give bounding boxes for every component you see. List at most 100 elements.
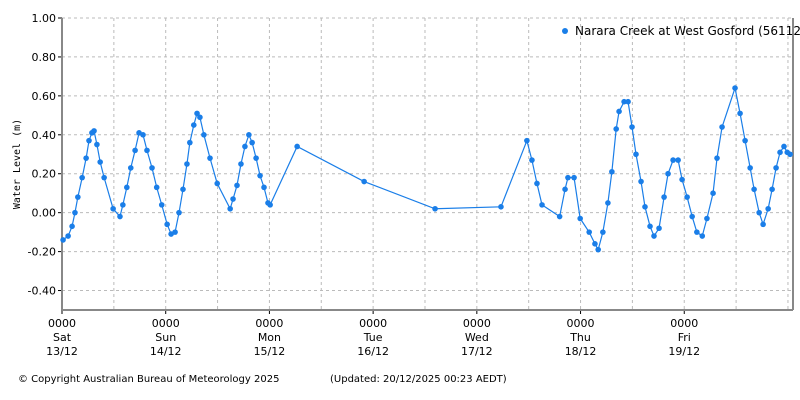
data-point [127,165,134,171]
data-point [524,137,530,144]
data-point [719,124,725,130]
data-point [562,186,568,193]
data-point [781,143,787,150]
x-tick-label: 19/12 [668,345,700,358]
data-point [214,180,221,187]
x-tick-label: 17/12 [461,345,493,358]
x-tick-label: Tue [363,331,383,344]
data-point [194,110,200,117]
data-point [294,143,300,150]
data-point [633,151,639,158]
data-point [361,178,367,185]
data-point [777,149,783,156]
copyright-text: © Copyright Australian Bureau of Meteoro… [18,374,280,385]
data-point [176,209,182,216]
data-point [605,200,611,206]
data-point [207,155,213,161]
data-point [201,132,207,138]
data-point [592,241,598,247]
data-point [765,205,771,212]
x-tick-label: Mon [258,331,281,344]
data-point [117,213,123,220]
y-tick-label: -0.40 [28,285,56,298]
data-point [577,215,583,222]
y-tick-label: 0.80 [32,51,57,64]
y-tick-label: 0.40 [32,129,57,142]
data-point [83,155,89,161]
data-point [230,196,236,202]
data-point [571,174,577,181]
data-point [184,161,190,167]
data-point [432,205,438,212]
data-point [79,174,85,181]
data-point [625,98,631,105]
data-point [684,194,690,200]
data-point [72,209,78,216]
data-point [144,147,150,154]
data-point [565,174,571,181]
data-point [86,137,92,144]
data-point [246,132,252,138]
legend-marker [562,28,568,34]
data-point [675,157,681,163]
data-point [97,159,103,165]
x-tick-label: 0000 [359,317,387,330]
data-point [647,223,653,230]
data-point [110,205,116,212]
data-point [621,98,627,105]
data-point [714,155,720,161]
x-tick-label: 0000 [48,317,76,330]
x-tick-label: Thu [569,331,591,344]
data-point [699,233,706,239]
x-tick-label: 0000 [152,317,180,330]
data-point [679,176,685,183]
data-point [190,122,197,128]
x-tick-label: Fri [678,331,691,344]
x-tick-label: Wed [465,331,489,344]
x-tick-label: 16/12 [357,345,389,358]
x-tick-label: 13/12 [46,345,78,358]
data-point [75,194,81,200]
data-point [257,172,263,179]
data-point [656,225,662,232]
data-point [586,229,592,235]
data-point [120,202,126,208]
legend-label: Narara Creek at West Gosford (561127) [575,24,800,38]
data-point [261,184,267,191]
data-point [651,233,657,239]
data-point [149,165,155,171]
data-point [539,202,545,208]
data-point [124,184,130,191]
data-point [694,229,700,235]
x-tick-label: 15/12 [254,345,286,358]
data-point [158,202,165,208]
data-point [267,202,273,208]
data-point [773,165,779,171]
data-point [756,209,762,216]
data-point [704,215,710,222]
data-point [742,137,748,144]
series-line [62,85,791,252]
data-point [197,114,203,121]
data-point [91,128,97,134]
x-tick-label: Sun [155,331,176,344]
data-point [498,204,504,210]
y-tick-label: -0.20 [28,246,56,259]
x-tick-label: 0000 [567,317,595,330]
data-point [94,141,100,148]
data-point [140,132,146,138]
data-point [613,126,619,132]
x-tick-label: Sat [53,331,72,344]
data-point [737,110,743,117]
data-point [616,108,622,115]
x-tick-label: 0000 [670,317,698,330]
data-point [600,229,606,235]
data-point [153,184,160,191]
data-point [638,178,644,185]
data-point [556,213,563,220]
data-point [227,205,233,212]
x-tick-label: 0000 [463,317,491,330]
x-tick-label: 0000 [255,317,283,330]
data-point [595,246,601,253]
